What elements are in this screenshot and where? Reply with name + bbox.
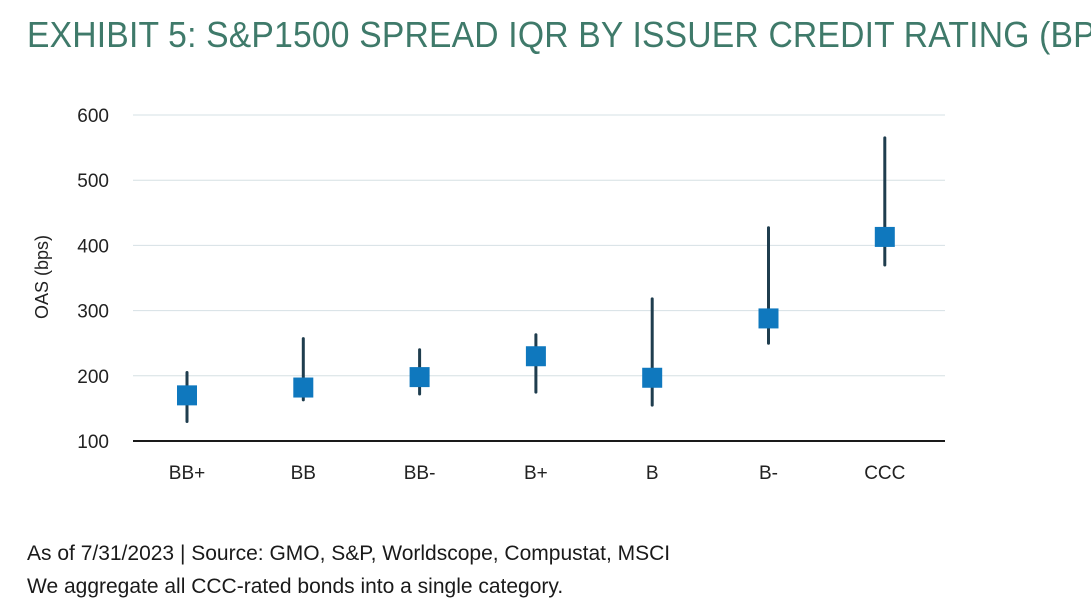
y-axis-ticks: 100 200 300 400 500 600 — [77, 106, 109, 453]
x-tick-ccc: CCC — [864, 463, 905, 484]
y-tick-300: 300 — [77, 302, 109, 323]
y-tick-200: 200 — [77, 367, 109, 388]
median-marker-bb-minus — [409, 367, 430, 388]
x-axis-ticks: BB+ BB BB- B+ B B- CCC — [169, 463, 906, 484]
y-tick-500: 500 — [77, 171, 109, 192]
y-tick-400: 400 — [77, 236, 109, 257]
median-marker-bb-plus — [177, 385, 197, 406]
y-tick-100: 100 — [77, 432, 109, 453]
median-marker-b — [642, 367, 663, 388]
median-marker-b-plus — [525, 346, 546, 367]
x-tick-b: B — [646, 463, 659, 484]
y-tick-600: 600 — [77, 106, 109, 127]
gridlines — [133, 114, 945, 377]
median-marker-b-minus — [758, 308, 779, 329]
data-marks — [177, 136, 895, 423]
chart-title: EXHIBIT 5: S&P1500 SPREAD IQR BY ISSUER … — [27, 14, 1091, 55]
x-tick-bb-minus: BB- — [404, 463, 436, 484]
aggregation-note: We aggregate all CCC-rated bonds into a … — [27, 575, 564, 598]
y-axis-label: OAS (bps) — [32, 235, 52, 319]
x-tick-b-plus: B+ — [524, 463, 548, 484]
source-note: As of 7/31/2023 | Source: GMO, S&P, Worl… — [27, 542, 671, 565]
median-marker-ccc — [874, 226, 895, 247]
x-tick-b-minus: B- — [759, 463, 778, 484]
x-tick-bb-plus: BB+ — [169, 463, 205, 484]
median-marker-bb — [293, 377, 314, 398]
x-tick-bb: BB — [291, 463, 316, 484]
